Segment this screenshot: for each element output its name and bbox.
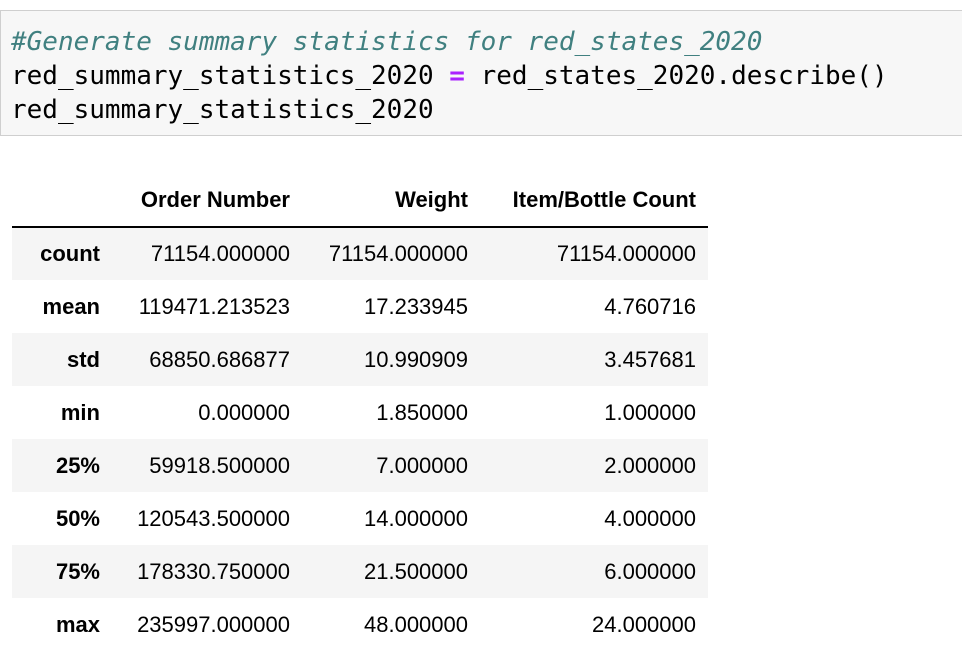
table-row-50-percent: 50% 120543.500000 14.000000 4.000000 [12, 492, 708, 545]
column-header-weight: Weight [302, 173, 480, 228]
cell-weight: 21.500000 [364, 558, 468, 584]
cell-item-bottle-count: 2.000000 [604, 452, 696, 478]
table-header-row: Order Number Weight Item/Bottle Count [12, 173, 708, 228]
table-row-75-percent: 75% 178330.750000 21.500000 6.000000 [12, 545, 708, 598]
cell-weight: 71154.000000 [328, 241, 468, 266]
cell-item-bottle-count: 1.000000 [604, 399, 696, 425]
table-row-min: min 0.000000 1.850000 1.000000 [12, 386, 708, 439]
cell-item-bottle-count: 4.000000 [604, 505, 696, 531]
cell-order-number: 68850.686877 [149, 346, 290, 372]
table-row-25-percent: 25% 59918.500000 7.000000 2.000000 [12, 439, 708, 492]
cell-item-bottle-count: 71154.000000 [556, 241, 696, 266]
code-assignment-line: red_summary_statistics_2020 = red_states… [11, 59, 888, 93]
table-row-count: count 71154.000000 71154.000000 71154.00… [12, 227, 708, 280]
describe-output-table: Order Number Weight Item/Bottle Count co… [12, 173, 708, 651]
cell-order-number: 59918.500000 [149, 452, 290, 478]
code-comment-line: #Generate summary statistics for red_sta… [11, 25, 762, 59]
table-row-max: max 235997.000000 48.000000 24.000000 [12, 598, 708, 651]
code-output-line: red_summary_statistics_2020 [11, 95, 434, 125]
row-label: 75% [55, 558, 100, 584]
table-row-mean: mean 119471.213523 17.233945 4.760716 [12, 280, 708, 333]
cell-order-number: 71154.000000 [150, 241, 290, 266]
cell-order-number: 235997.000000 [137, 611, 290, 637]
cell-weight: 10.990909 [364, 346, 468, 372]
row-label: min [60, 399, 100, 425]
cell-item-bottle-count: 6.000000 [604, 558, 696, 584]
code-operator: = [449, 61, 465, 91]
code-comment: #Generate summary statistics for red_sta… [11, 27, 763, 57]
code-method-call: red_states_2020.describe() [480, 61, 888, 91]
table-row-std: std 68850.686877 10.990909 3.457681 [12, 333, 708, 386]
cell-weight: 17.233945 [364, 293, 468, 319]
cell-weight: 14.000000 [364, 505, 468, 531]
index-header [12, 173, 112, 228]
row-label: 25% [55, 452, 100, 478]
cell-weight: 48.000000 [364, 611, 468, 637]
row-label: std [67, 346, 100, 372]
cell-item-bottle-count: 24.000000 [592, 611, 696, 637]
row-label: 50% [55, 505, 100, 531]
row-label: mean [42, 293, 100, 319]
cell-weight: 7.000000 [376, 452, 468, 478]
row-label: max [55, 611, 100, 637]
column-header-order-number: Order Number [112, 173, 302, 228]
cell-order-number: 0.000000 [198, 399, 290, 425]
code-variable: red_summary_statistics_2020 [11, 61, 434, 91]
cell-item-bottle-count: 4.760716 [604, 293, 696, 319]
cell-weight: 1.850000 [376, 399, 468, 425]
cell-order-number: 119471.213523 [138, 293, 290, 319]
column-header-item-bottle-count: Item/Bottle Count [480, 173, 708, 228]
code-cell[interactable]: #Generate summary statistics for red_sta… [0, 10, 962, 136]
cell-order-number: 178330.750000 [137, 558, 290, 584]
cell-item-bottle-count: 3.457681 [604, 346, 696, 372]
cell-order-number: 120543.500000 [137, 505, 290, 531]
row-label: count [40, 241, 100, 266]
